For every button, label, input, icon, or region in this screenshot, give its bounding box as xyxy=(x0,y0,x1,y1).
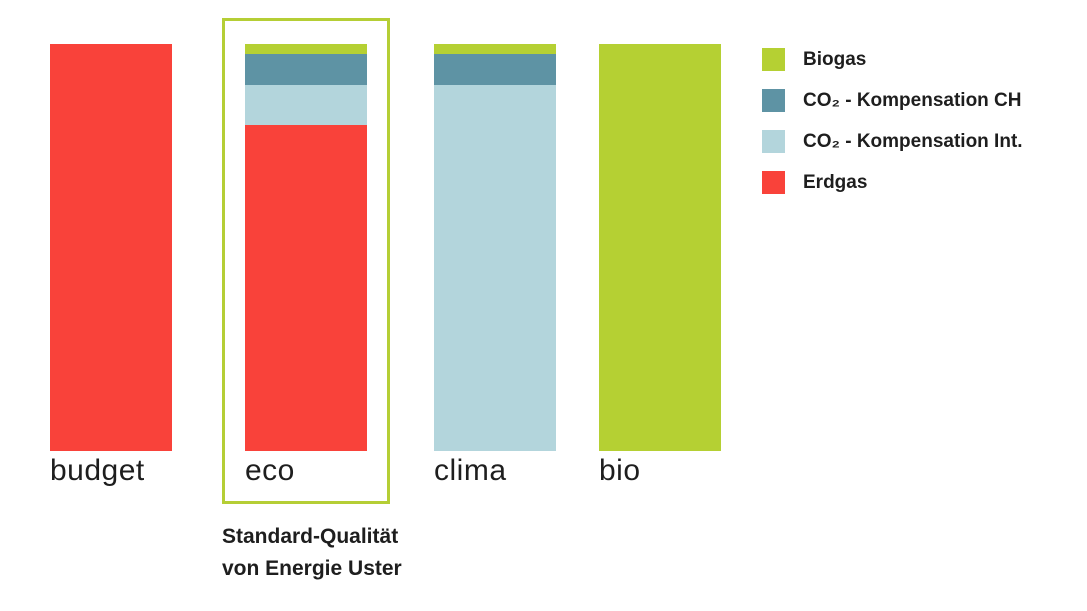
bar-bio xyxy=(599,44,721,451)
category-label-budget: budget xyxy=(50,454,145,487)
bar-segment-bio xyxy=(599,44,721,451)
legend-label: Biogas xyxy=(803,48,867,70)
bar-clima xyxy=(434,44,556,451)
highlight-caption: Standard-Qualität von Energie Uster xyxy=(222,521,402,585)
legend-item: Biogas xyxy=(762,48,1023,71)
legend-swatch xyxy=(762,89,785,112)
legend-label: CO₂ - Kompensation Int. xyxy=(803,130,1023,152)
legend-swatch xyxy=(762,130,785,153)
legend-item: CO₂ - Kompensation CH xyxy=(762,89,1023,112)
bar-segment-clima xyxy=(434,54,556,85)
bar-segment-eco xyxy=(245,44,367,55)
bar-segment-eco xyxy=(245,84,367,126)
highlight-caption-line2: von Energie Uster xyxy=(222,557,402,580)
bar-segment-eco xyxy=(245,54,367,85)
legend-swatch xyxy=(762,171,785,194)
bar-segment-clima xyxy=(434,44,556,55)
category-label-clima: clima xyxy=(434,454,507,487)
legend-item: Erdgas xyxy=(762,171,1023,194)
category-label-bio: bio xyxy=(599,454,641,487)
legend-label: Erdgas xyxy=(803,171,868,193)
legend-label: CO₂ - Kompensation CH xyxy=(803,89,1022,111)
legend: Biogas CO₂ - Kompensation CH CO₂ - Kompens… xyxy=(762,48,1023,212)
legend-swatch xyxy=(762,48,785,71)
bar-budget xyxy=(50,44,172,451)
bar-eco xyxy=(245,44,367,451)
bar-segment-budget xyxy=(50,44,172,451)
eco-highlight-box xyxy=(222,18,390,504)
bar-segment-clima xyxy=(434,84,556,451)
legend-item: CO₂ - Kompensation Int. xyxy=(762,130,1023,153)
highlight-caption-line1: Standard-Qualität xyxy=(222,525,399,548)
category-label-eco: eco xyxy=(245,454,295,487)
bar-segment-eco xyxy=(245,125,367,451)
